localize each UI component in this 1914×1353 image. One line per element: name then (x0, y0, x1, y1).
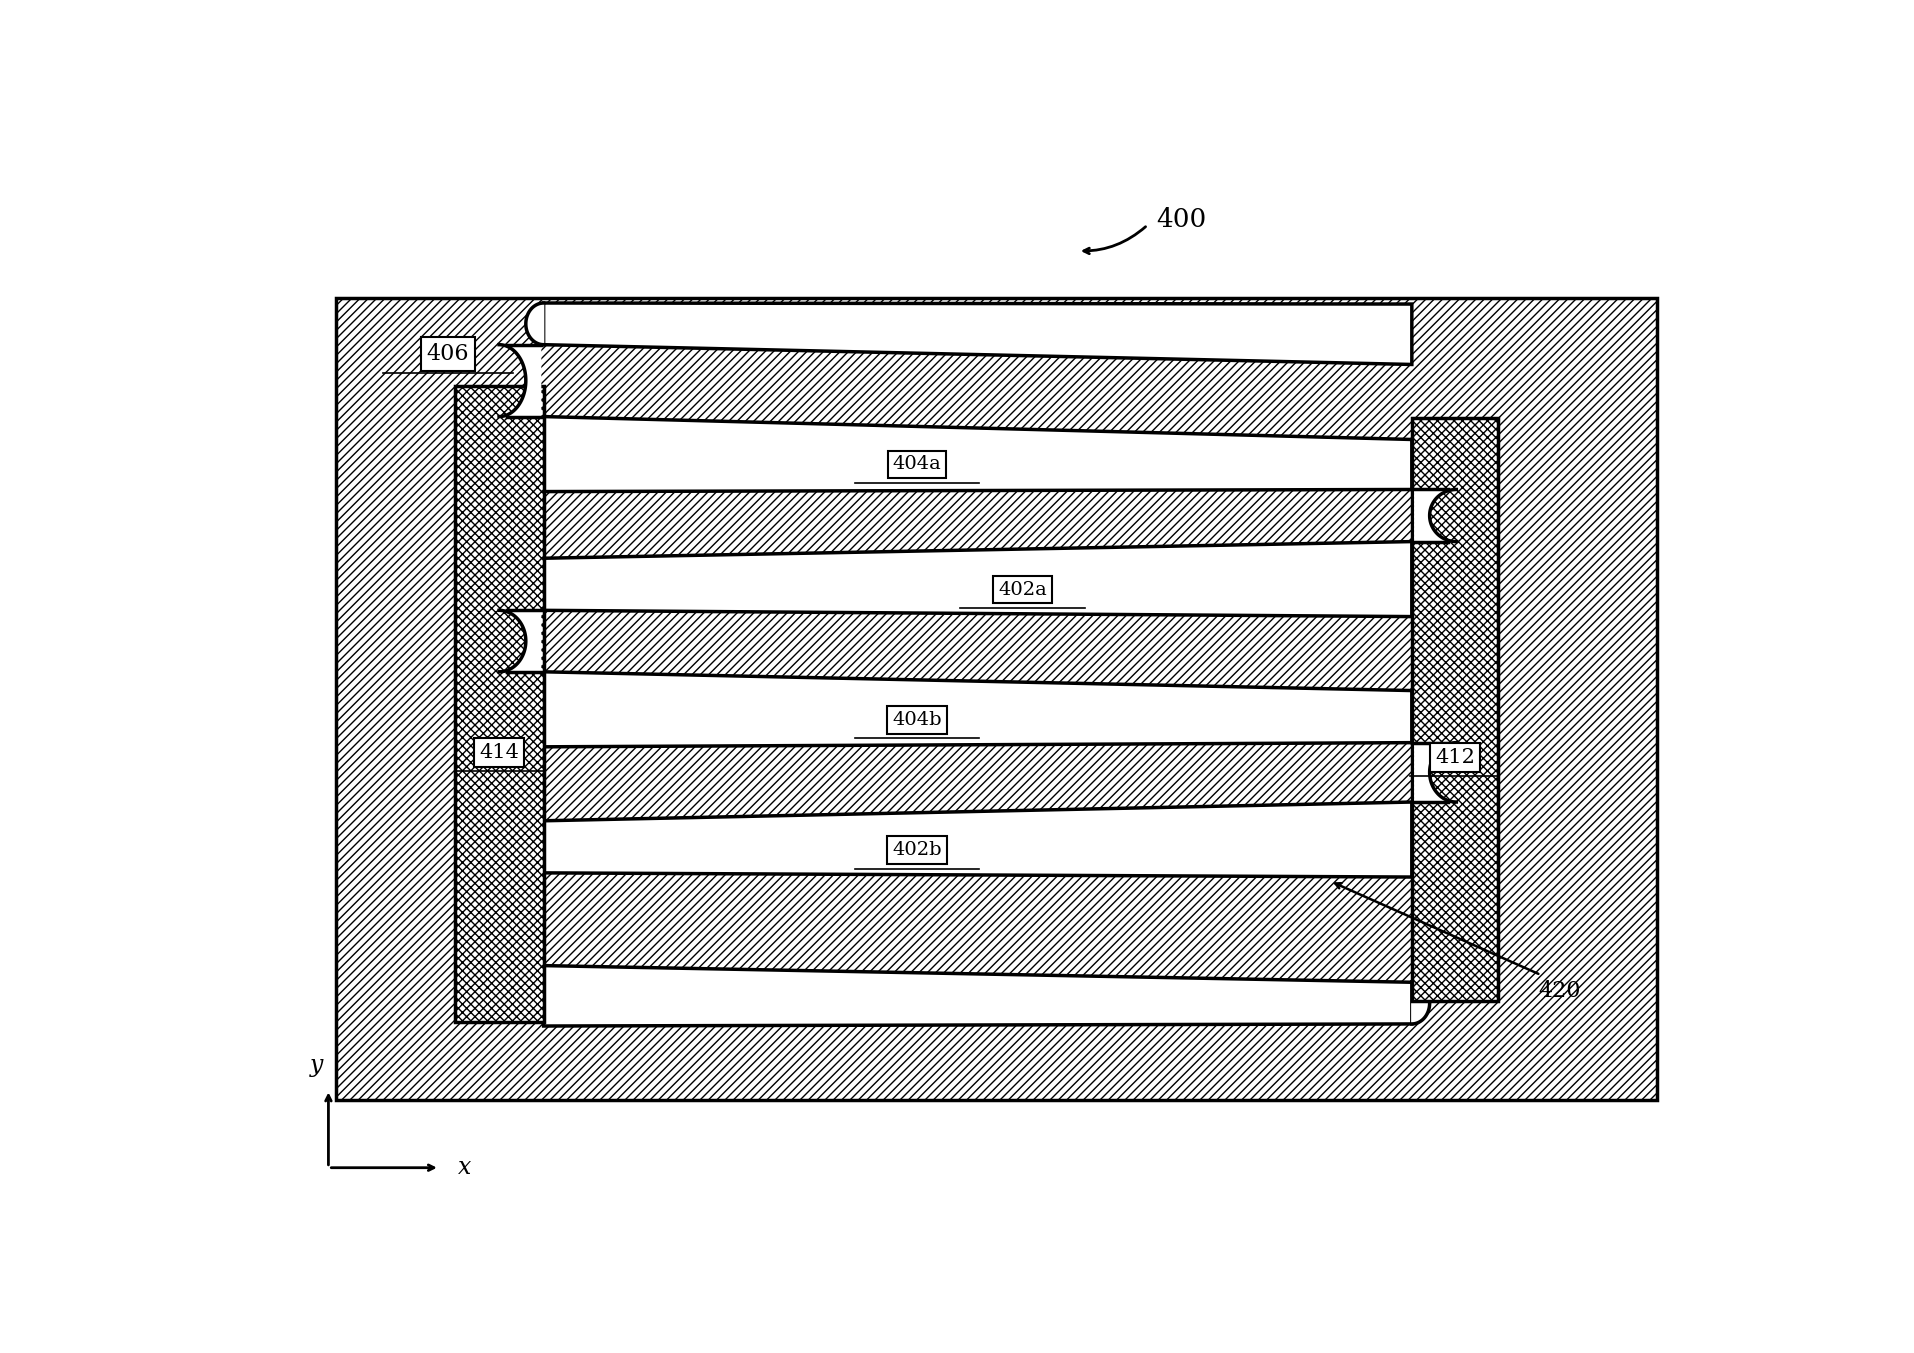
Polygon shape (544, 541, 1411, 617)
Polygon shape (521, 821, 544, 873)
Text: x: x (457, 1157, 471, 1180)
Text: y: y (310, 1054, 323, 1077)
Text: 402a: 402a (997, 580, 1047, 598)
Text: 404a: 404a (892, 456, 942, 474)
Polygon shape (544, 672, 1411, 747)
Polygon shape (1411, 982, 1430, 1024)
Polygon shape (335, 298, 1656, 1100)
Polygon shape (500, 345, 540, 417)
Polygon shape (500, 610, 540, 672)
Polygon shape (526, 303, 544, 345)
Text: 400: 400 (1156, 207, 1206, 233)
Text: 404b: 404b (892, 710, 942, 729)
Text: 412: 412 (1434, 748, 1474, 767)
Polygon shape (544, 417, 1411, 491)
Polygon shape (1411, 440, 1432, 490)
Polygon shape (544, 802, 1411, 877)
Text: 406: 406 (427, 342, 469, 365)
Polygon shape (521, 559, 544, 610)
Polygon shape (544, 303, 1411, 364)
Polygon shape (1411, 690, 1434, 743)
Polygon shape (454, 387, 544, 1022)
Polygon shape (1414, 743, 1457, 802)
Polygon shape (1414, 490, 1457, 541)
Polygon shape (1411, 418, 1497, 1001)
Text: 402b: 402b (892, 842, 942, 859)
Polygon shape (544, 966, 1411, 1026)
Text: 414: 414 (478, 743, 519, 762)
Text: 420: 420 (1537, 980, 1579, 1001)
